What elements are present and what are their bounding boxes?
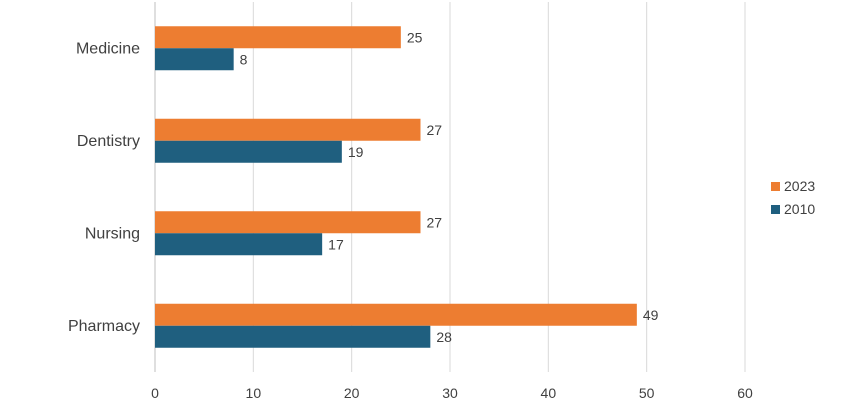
bars [155,26,637,348]
bar-2023-medicine [155,26,401,49]
gridlines [154,2,746,372]
value-axis-tick-labels: 0 10 20 30 40 50 60 [151,385,753,401]
data-label: 25 [407,29,423,45]
x-tick-label: 20 [344,385,360,400]
category-label: Nursing [85,225,140,242]
data-labels: 25 8 27 19 27 17 49 28 [240,29,659,345]
category-label: Pharmacy [68,318,140,335]
category-axis-labels: Medicine Dentistry Nursing Pharmacy [68,40,140,335]
data-label: 49 [643,307,659,323]
category-label: Dentistry [77,133,140,150]
x-tick-label: 60 [737,385,753,400]
bar-2023-nursing [155,211,421,234]
data-label: 28 [436,329,452,345]
data-label: 19 [348,144,364,160]
bar-2023-pharmacy [155,303,637,326]
x-tick-label: 40 [541,385,557,400]
x-tick-label: 0 [151,385,159,400]
bar-2010-medicine [155,48,234,71]
legend: 2023 2010 [771,178,815,217]
x-tick-label: 50 [639,385,655,400]
data-label: 27 [427,214,443,230]
bar-2010-dentistry [155,140,342,163]
data-label: 27 [427,122,443,138]
data-label: 8 [240,51,248,67]
x-tick-label: 30 [442,385,458,400]
bar-2010-nursing [155,233,323,256]
legend-label-2010: 2010 [784,201,815,217]
x-tick-label: 10 [246,385,262,400]
legend-label-2023: 2023 [784,178,815,194]
bar-2010-pharmacy [155,325,431,348]
legend-swatch-2023 [771,182,780,191]
data-label: 17 [328,236,344,252]
bar-2023-dentistry [155,118,421,141]
legend-swatch-2010 [771,205,780,214]
category-label: Medicine [76,40,140,57]
